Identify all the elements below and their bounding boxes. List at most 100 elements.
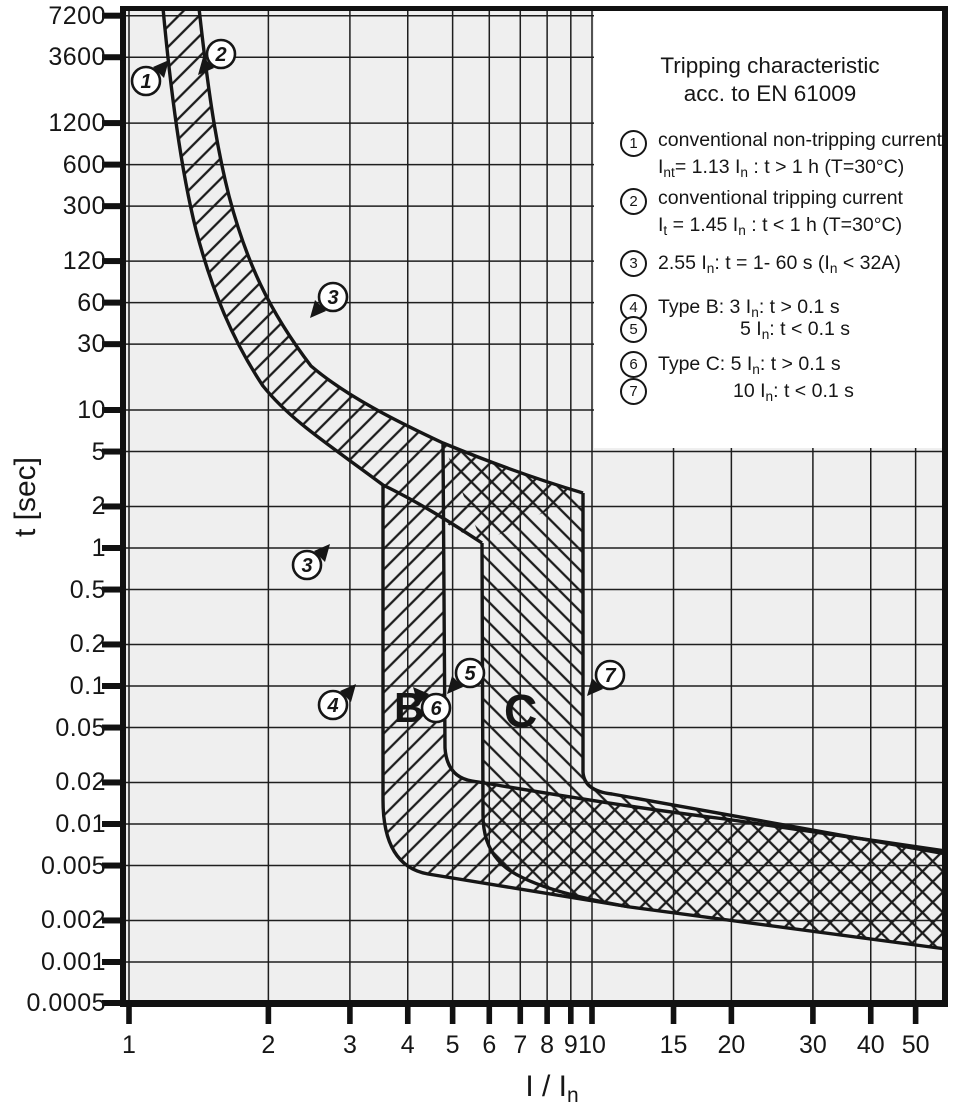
typeC-right-edge-and-floor-top	[581, 493, 947, 856]
y-tick-label-0.005: 0.005	[40, 851, 106, 880]
legend-item-4-line-1: Type B: 3 In: t > 0.1 s	[658, 296, 840, 320]
marker-circle	[454, 657, 486, 689]
typeC-band-fill	[443, 443, 946, 949]
curve-1-non-tripping-edge	[161, 7, 483, 545]
legend-item-3-number: 3	[620, 250, 647, 277]
y-tick-0.05	[102, 724, 126, 731]
curve-marker-3: 3	[310, 281, 349, 318]
y-tick-0.002	[102, 917, 126, 924]
curve-marker-2: 2	[198, 38, 237, 75]
y-tick-label-1: 1	[91, 534, 106, 562]
x-tick-label-10: 10	[578, 1031, 606, 1059]
x-tick-5	[449, 1003, 456, 1024]
marker-number: 1	[140, 71, 151, 93]
y-tick-label-0.02: 0.02	[55, 768, 106, 797]
x-tick-label-7: 7	[513, 1031, 528, 1059]
x-tick-label-30: 30	[799, 1031, 827, 1059]
y-tick-label-5: 5	[91, 437, 106, 466]
x-tick-label-9: 9	[563, 1031, 578, 1059]
y-tick-label-0.002: 0.002	[40, 906, 106, 935]
y-tick-label-0.05: 0.05	[55, 713, 106, 742]
x-tick-label-50: 50	[901, 1031, 930, 1059]
x-tick-label-4: 4	[400, 1031, 415, 1059]
marker-circle	[420, 692, 452, 724]
frame-top	[120, 6, 948, 11]
marker-circle	[317, 281, 349, 313]
x-tick-1	[126, 1003, 132, 1024]
x-tick-50	[912, 1003, 919, 1024]
curve-marker-4: 4	[317, 684, 356, 721]
y-tick-label-7200: 7200	[48, 1, 106, 30]
legend-item-6-number: 6	[620, 351, 647, 378]
zone-label-type-b: B	[394, 684, 425, 731]
y-tick-30	[102, 341, 126, 348]
marker-flag-icon	[340, 684, 356, 702]
typeB-right-edge-and-floor-top	[441, 442, 947, 853]
marker-circle	[130, 65, 162, 97]
marker-flag-icon	[314, 544, 330, 562]
legend-panel	[594, 10, 944, 448]
y-tick-label-0.001: 0.001	[40, 948, 106, 976]
legend-item-2-line-2: It = 1.45 In : t < 1 h (T=30°C)	[658, 214, 903, 238]
y-tick-2	[102, 503, 126, 510]
y-tick-label-3600: 3600	[48, 43, 106, 72]
x-tick-9	[568, 1003, 574, 1024]
y-tick-10	[102, 407, 126, 413]
y-tick-label-600: 600	[62, 150, 106, 179]
marker-flag-icon	[153, 60, 169, 78]
y-tick-5	[102, 448, 126, 455]
y-tick-label-2: 2	[91, 492, 106, 521]
y-tick-0.5	[102, 586, 126, 593]
x-axis-title: I / In	[525, 1070, 579, 1107]
chart-title-line2: acc. to EN 61009	[683, 81, 857, 106]
frame-right	[942, 6, 948, 1006]
y-tick-1	[102, 545, 126, 551]
y-tick-label-30: 30	[77, 330, 106, 359]
band-outlines	[161, 7, 947, 951]
y-tick-label-1200: 1200	[48, 109, 106, 138]
y-tick-0.1	[102, 683, 126, 689]
x-tick-3	[347, 1003, 353, 1024]
y-tick-label-60: 60	[77, 288, 106, 317]
x-tick-label-5: 5	[445, 1031, 460, 1059]
frame-bottom	[120, 1000, 948, 1007]
x-tick-label-2: 2	[261, 1031, 276, 1059]
x-tick-label-40: 40	[856, 1031, 885, 1059]
typeB-left-edge-and-floor-bottom	[381, 485, 947, 951]
y-tick-300	[102, 203, 126, 210]
marker-number: 5	[464, 663, 476, 685]
marker-number: 2	[214, 44, 226, 66]
y-tick-label-10: 10	[77, 396, 106, 424]
legend-item-1-number: 1	[620, 130, 647, 157]
x-tick-label-6: 6	[482, 1031, 497, 1059]
x-tick-label-8: 8	[540, 1031, 555, 1059]
y-tick-600	[102, 161, 126, 168]
x-tick-15	[670, 1003, 677, 1024]
typeC-left-edge-and-floor-bottom	[480, 542, 631, 909]
x-tick-6	[486, 1003, 493, 1024]
marker-flag-icon	[413, 687, 429, 705]
x-tick-30	[810, 1003, 816, 1024]
curve-markers: 1 2 3 3 4 56 7	[130, 38, 626, 724]
x-tick-2	[265, 1003, 272, 1024]
marker-flag-icon	[310, 300, 326, 318]
x-tick-10	[589, 1003, 595, 1024]
legend-item-2-line-1: conventional tripping current	[658, 187, 903, 209]
y-tick-0.0005	[102, 1000, 126, 1006]
marker-circle	[317, 689, 349, 721]
marker-circle	[291, 549, 323, 581]
band-fills	[163, 8, 946, 949]
y-tick-label-0.1: 0.1	[69, 672, 106, 700]
x-tick-label-15: 15	[659, 1031, 688, 1059]
legend-item-1-line-2: Int= 1.13 In : t > 1 h (T=30°C)	[658, 156, 905, 180]
x-tick-40	[867, 1003, 874, 1024]
y-tick-3600	[102, 54, 126, 61]
x-tick-20	[728, 1003, 735, 1024]
curve-marker-7: 7	[587, 659, 626, 696]
x-tick-label-1: 1	[122, 1031, 136, 1059]
marker-flag-icon	[198, 57, 214, 75]
y-tick-label-0.2: 0.2	[69, 630, 106, 659]
marker-number: 6	[430, 698, 442, 720]
marker-number: 3	[301, 555, 312, 577]
legend-item-6-line-1: Type C: 5 In: t > 0.1 s	[658, 353, 841, 377]
